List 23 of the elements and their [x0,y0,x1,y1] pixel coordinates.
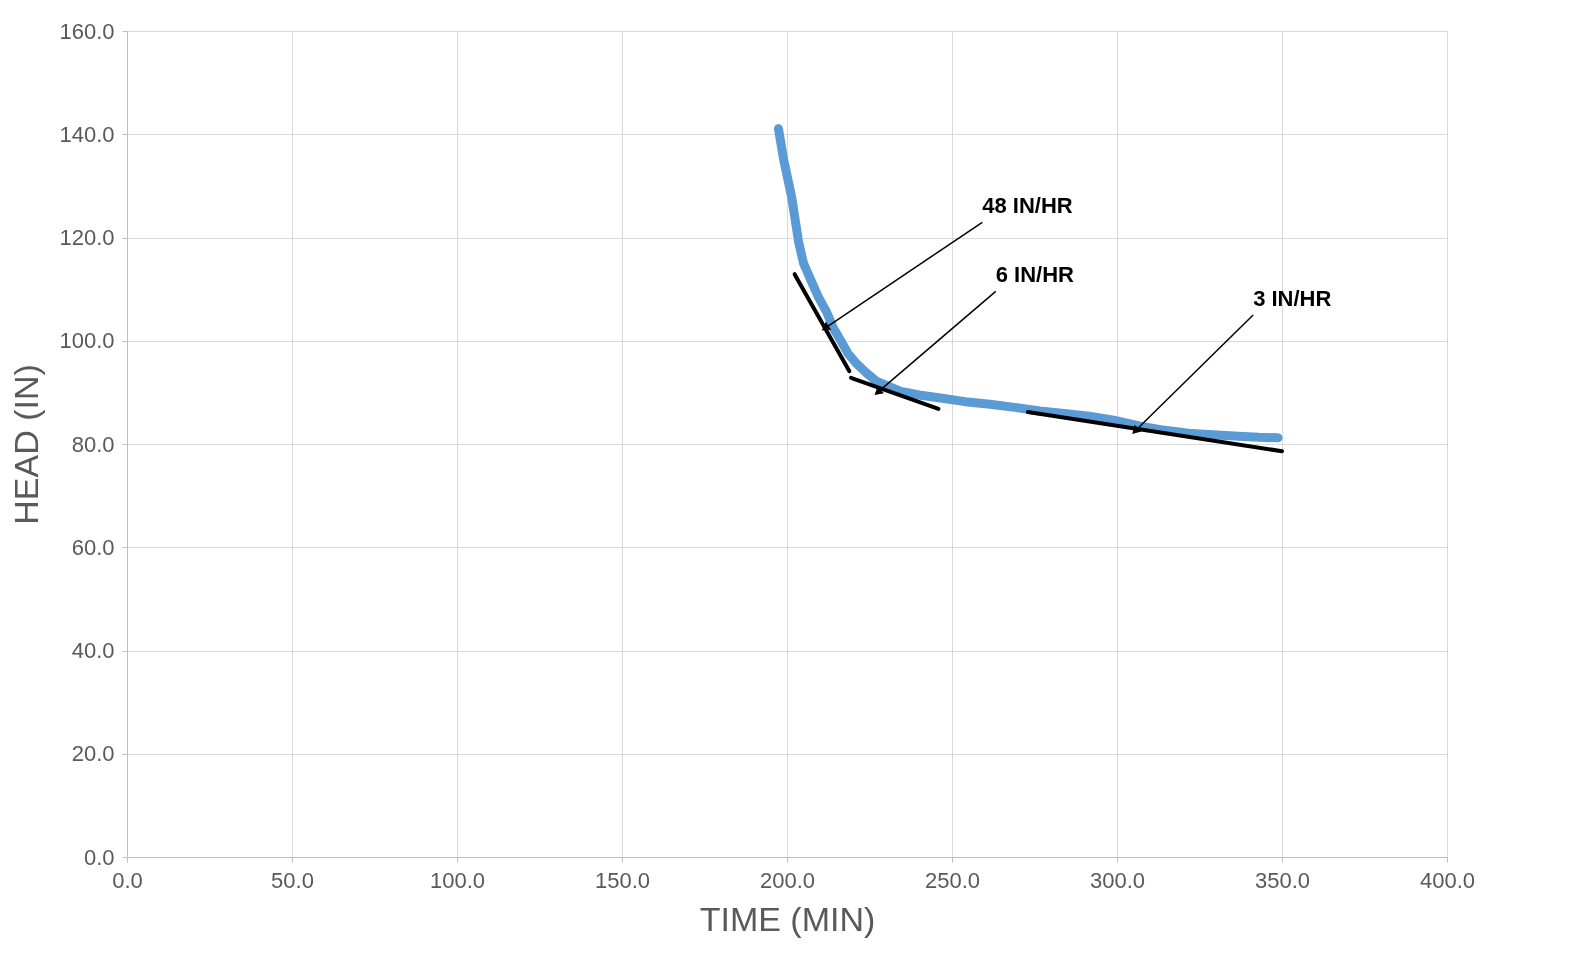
y-tick-label: 40.0 [71,638,115,663]
x-tick-label: 350.0 [1254,867,1311,893]
y-tick-label: 0.0 [83,844,115,870]
y-axis-title: HEAD (IN) [7,364,46,525]
x-tick-label: 400.0 [1419,867,1476,893]
y-tick-label: 140.0 [59,121,115,147]
y-tick-label: 160.0 [59,18,115,44]
x-tick-label: 0.0 [112,867,143,893]
annotation: 48 IN/HR [982,193,1073,219]
y-tick-label: 20.0 [71,741,115,767]
x-tick-label: 50.0 [271,867,314,893]
x-tick-label: 150.0 [594,867,651,893]
annotation: 6 IN/HR [995,262,1075,288]
x-tick-label: 250.0 [924,867,981,893]
y-tick-label: 120.0 [59,225,115,250]
x-tick-label: 100.0 [429,867,486,893]
y-tick-label: 60.0 [71,534,115,560]
y-tick-label: 80.0 [71,431,115,457]
x-tick-label: 300.0 [1089,867,1146,893]
y-tick-label: 100.0 [59,328,115,354]
x-axis-title: TIME (MIN) [699,899,876,938]
x-tick-label: 200.0 [759,867,816,893]
annotation: 3 IN/HR [1253,286,1332,312]
